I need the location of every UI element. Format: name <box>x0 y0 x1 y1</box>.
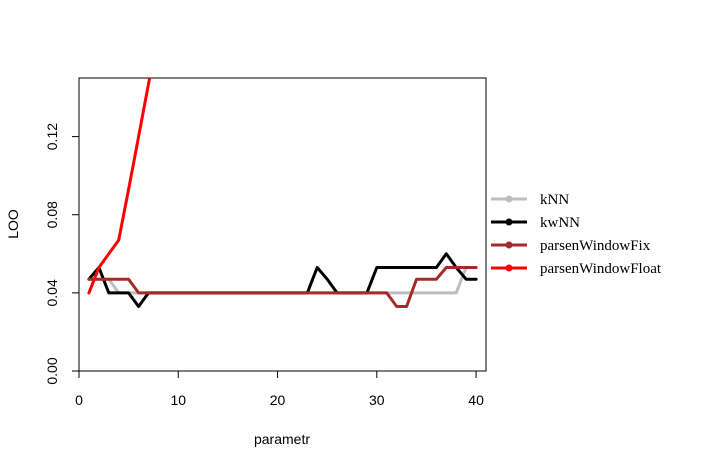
legend-marker-kwnn <box>505 218 513 226</box>
x-axis-label: parametr <box>254 431 310 447</box>
x-tick-label-20: 20 <box>270 392 286 408</box>
x-tick-label-0: 0 <box>75 392 83 408</box>
series-layer <box>87 78 478 308</box>
x-tick-label-30: 30 <box>369 392 385 408</box>
y-axis-label: LOO <box>5 209 21 239</box>
legend-label-parsenwindowfix: parsenWindowFix <box>540 238 651 254</box>
series-line-parsenwindowfloat <box>87 78 152 295</box>
y-tick-label-0-08: 0.08 <box>44 201 60 228</box>
legend: kNN kwNN parsenWindowFix parsenWindowFloat <box>491 192 662 277</box>
y-tick-label-0-04: 0.04 <box>44 279 60 306</box>
legend-label-kwnn: kwNN <box>540 215 580 231</box>
legend-marker-knn <box>505 195 513 203</box>
y-tick-label-0-12: 0.12 <box>44 123 60 150</box>
legend-marker-parsenwindowfloat <box>505 264 513 272</box>
legend-label-knn: kNN <box>540 192 569 208</box>
legend-label-parsenwindowfloat: parsenWindowFloat <box>540 261 662 277</box>
legend-marker-parsenwindowfix <box>505 241 513 249</box>
y-axis: 0.00 0.04 0.08 0.12 <box>44 123 79 385</box>
x-axis: 0 10 20 30 40 <box>75 371 484 408</box>
plot-frame <box>78 77 487 372</box>
x-tick-label-10: 10 <box>170 392 186 408</box>
y-tick-label-0-00: 0.00 <box>44 357 60 384</box>
series-line-parsenwindowfix <box>87 266 478 308</box>
x-tick-label-40: 40 <box>468 392 484 408</box>
